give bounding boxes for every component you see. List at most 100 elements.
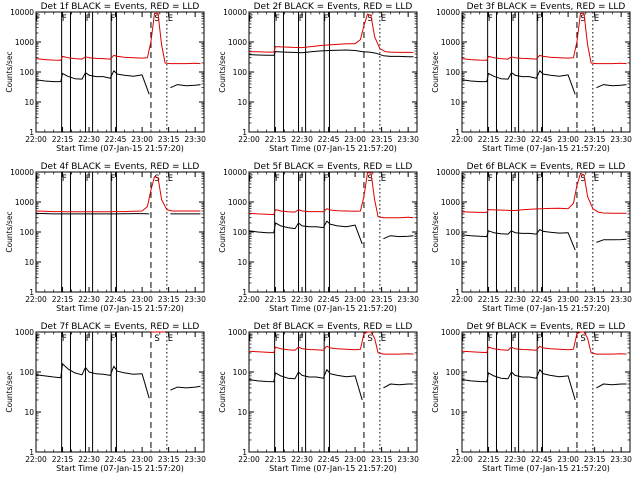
lld-series-line: [35, 12, 201, 65]
x-axis-label: Start Time (07-Jan-15 21:57:20): [482, 144, 610, 153]
panel-title: Det 5f BLACK = Events, RED = LLD: [254, 162, 413, 172]
x-tick-label: 22:15: [478, 135, 500, 144]
event-marker-label: F: [323, 334, 328, 344]
x-tick-label: 23:15: [158, 455, 180, 464]
events-series-line: [248, 220, 414, 245]
x-tick-label: 22:15: [52, 295, 74, 304]
x-axis-label: Start Time (07-Jan-15 21:57:20): [269, 464, 397, 473]
event-marker-label: S: [367, 334, 372, 344]
event-marker-label: F: [461, 174, 466, 184]
event-marker-label: F: [248, 174, 253, 184]
x-tick-label: 23:15: [584, 455, 606, 464]
y-tick-label: 10: [237, 408, 247, 417]
event-marker-label: E: [594, 174, 599, 184]
events-series-line: [35, 70, 201, 95]
y-tick-label: 10000: [436, 168, 460, 177]
event-marker-label: F: [323, 14, 328, 24]
event-marker-label: E: [594, 14, 599, 24]
x-tick-label: 22:45: [105, 135, 127, 144]
lld-series-line: [248, 13, 414, 53]
y-tick-label: 10000: [223, 8, 247, 17]
event-marker-label: F: [35, 14, 40, 24]
y-tick-label: 1: [242, 128, 247, 137]
y-tick-label: 100: [233, 228, 248, 237]
lld-series-line: [248, 172, 414, 219]
x-tick-label: 22:30: [291, 135, 313, 144]
y-tick-label: 1000: [15, 328, 34, 337]
y-axis-label: Counts/sec: [5, 51, 14, 92]
x-tick-label: 22:00: [25, 295, 47, 304]
x-tick-label: 22:15: [265, 135, 287, 144]
event-marker-label: F: [110, 334, 115, 344]
x-tick-label: 22:45: [531, 455, 553, 464]
panel-det-8: Det 8f BLACK = Events, RED = LLD 1 10 100 10…: [218, 322, 419, 473]
event-marker-label: S: [580, 174, 585, 184]
y-tick-label: 1000: [228, 38, 247, 47]
event-marker-label: F: [275, 334, 280, 344]
panel-title: Det 4f BLACK = Events, RED = LLD: [41, 162, 200, 172]
event-marker-label: F: [35, 334, 40, 344]
y-tick-label: 100: [20, 368, 35, 377]
y-tick-label: 1: [29, 288, 34, 297]
y-tick-label: 100: [233, 368, 248, 377]
y-tick-label: 10000: [436, 8, 460, 17]
panel-title: Det 8f BLACK = Events, RED = LLD: [254, 322, 413, 332]
y-tick-label: 100: [446, 368, 461, 377]
x-tick-label: 22:45: [105, 295, 127, 304]
panel-det-7: Det 7f BLACK = Events, RED = LLD 1 10 100 10…: [5, 322, 206, 473]
x-axis-label: Start Time (07-Jan-15 21:57:20): [269, 144, 397, 153]
y-tick-label: 1: [455, 448, 460, 457]
x-tick-label: 22:00: [451, 295, 473, 304]
x-tick-label: 23:15: [371, 135, 393, 144]
y-tick-label: 1: [455, 288, 460, 297]
x-tick-label: 23:30: [610, 455, 632, 464]
x-tick-label: 23:30: [397, 295, 419, 304]
x-tick-label: 22:15: [478, 455, 500, 464]
x-tick-label: 23:30: [184, 135, 206, 144]
y-tick-label: 1000: [441, 38, 460, 47]
event-marker-label: E: [381, 174, 386, 184]
x-tick-label: 22:00: [451, 455, 473, 464]
x-tick-label: 22:15: [265, 455, 287, 464]
x-tick-label: 22:30: [504, 455, 526, 464]
y-axis-label: Counts/sec: [431, 371, 440, 412]
x-axis-label: Start Time (07-Jan-15 21:57:20): [482, 464, 610, 473]
x-tick-label: 22:15: [52, 135, 74, 144]
y-tick-label: 1: [242, 288, 247, 297]
y-tick-label: 1000: [228, 328, 247, 337]
x-tick-label: 22:45: [318, 135, 340, 144]
event-marker-label: S: [154, 174, 159, 184]
x-tick-label: 23:15: [584, 135, 606, 144]
y-tick-label: 100: [446, 228, 461, 237]
y-axis-label: Counts/sec: [431, 51, 440, 92]
lld-series-line: [461, 172, 627, 214]
event-marker-label: F: [299, 334, 304, 344]
x-tick-label: 22:30: [504, 135, 526, 144]
panel-title: Det 9f BLACK = Events, RED = LLD: [467, 322, 626, 332]
x-tick-label: 22:30: [291, 455, 313, 464]
x-tick-label: 22:45: [318, 455, 340, 464]
event-marker-label: F: [35, 174, 40, 184]
event-marker-label: F: [248, 14, 253, 24]
event-marker-label: F: [488, 14, 493, 24]
x-tick-label: 22:15: [52, 455, 74, 464]
x-axis-label: Start Time (07-Jan-15 21:57:20): [269, 304, 397, 313]
y-tick-label: 10000: [10, 8, 34, 17]
event-marker-label: F: [275, 14, 280, 24]
x-tick-label: 23:15: [371, 295, 393, 304]
event-marker-label: F: [461, 334, 466, 344]
y-tick-label: 10: [450, 98, 460, 107]
y-axis-label: Counts/sec: [218, 211, 227, 252]
event-marker-label: F: [488, 174, 493, 184]
event-marker-label: F: [110, 14, 115, 24]
event-marker-label: F: [86, 174, 91, 184]
x-axis-label: Start Time (07-Jan-15 21:57:20): [56, 464, 184, 473]
x-tick-label: 22:00: [25, 455, 47, 464]
events-series-line: [461, 369, 627, 401]
y-axis-label: Counts/sec: [218, 51, 227, 92]
panel-det-2: Det 2f BLACK = Events, RED = LLD 1 10 100 10…: [218, 2, 419, 153]
plot-frame: [248, 331, 418, 453]
x-tick-label: 22:45: [105, 455, 127, 464]
